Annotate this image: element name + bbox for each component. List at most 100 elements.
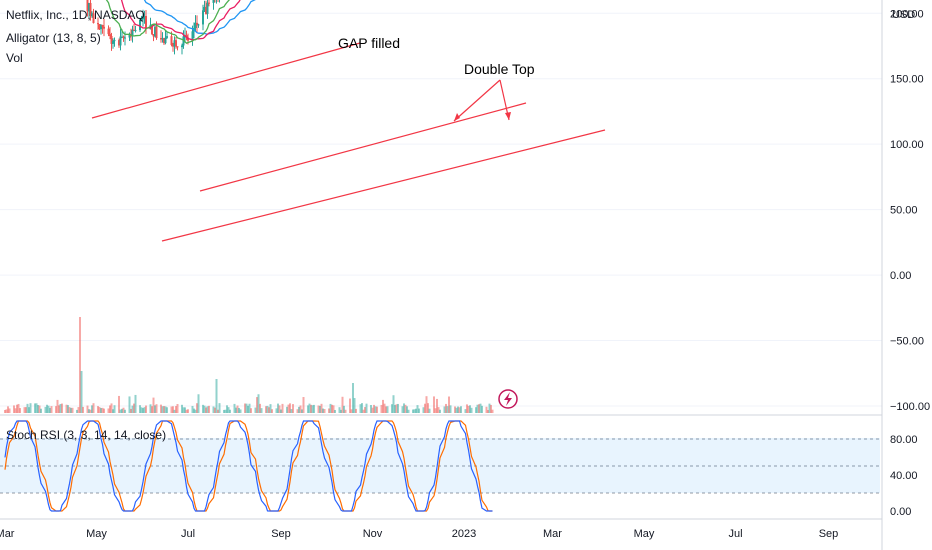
volume-bar bbox=[47, 405, 50, 413]
volume-bar bbox=[349, 398, 351, 413]
candle-body bbox=[112, 41, 114, 44]
time-tick: Jul bbox=[728, 528, 742, 540]
candle-body bbox=[181, 45, 183, 48]
symbol-title[interactable]: Netflix, Inc., 1D, NASDAQ bbox=[6, 8, 145, 22]
volume-bar bbox=[287, 404, 290, 413]
volume-bar bbox=[454, 406, 456, 413]
time-tick: May bbox=[634, 528, 655, 540]
volume-bar bbox=[491, 409, 494, 413]
volume-bar bbox=[185, 409, 188, 413]
volume-bar bbox=[458, 407, 461, 413]
volume-bar bbox=[118, 395, 120, 413]
candle-body bbox=[103, 26, 105, 29]
volume-legend[interactable]: Vol bbox=[6, 51, 23, 65]
lightning-icon[interactable] bbox=[498, 389, 518, 409]
volume-bar bbox=[256, 397, 258, 413]
volume-bar bbox=[70, 407, 72, 413]
volume-bar bbox=[37, 405, 39, 413]
volume-bar bbox=[254, 407, 257, 413]
price-tick: 50.00 bbox=[890, 205, 918, 217]
volume-bar bbox=[19, 408, 21, 413]
volume-bar bbox=[436, 398, 438, 413]
volume-bar bbox=[386, 406, 389, 413]
volume-bar bbox=[286, 406, 288, 413]
volume-bar bbox=[205, 407, 207, 413]
volume-bar bbox=[244, 403, 246, 413]
candle-body bbox=[133, 29, 135, 31]
volume-bar bbox=[353, 398, 356, 413]
volume-bar bbox=[61, 403, 63, 413]
volume-bar bbox=[455, 407, 458, 413]
volume-bar bbox=[175, 406, 177, 413]
candle-body bbox=[119, 36, 122, 46]
candle-body bbox=[203, 6, 206, 11]
time-tick: Sep bbox=[819, 528, 839, 540]
volume-bar bbox=[328, 408, 330, 413]
price-tick: −50.00 bbox=[890, 336, 924, 348]
volume-bar bbox=[88, 409, 90, 413]
candle-body bbox=[164, 37, 167, 44]
volume-bar bbox=[239, 409, 242, 413]
volume-bar bbox=[319, 405, 321, 413]
candle-body bbox=[197, 24, 200, 26]
volume-bar bbox=[467, 405, 470, 413]
volume-bar bbox=[29, 403, 32, 413]
volume-bar bbox=[250, 408, 252, 413]
volume-bar bbox=[296, 409, 299, 413]
volume-bar bbox=[17, 403, 20, 413]
volume-bar bbox=[365, 403, 368, 413]
candle-body bbox=[212, 0, 215, 3]
volume-bar bbox=[281, 403, 284, 413]
volume-bar bbox=[299, 405, 302, 413]
volume-bar bbox=[341, 396, 344, 413]
volume-bar bbox=[164, 406, 167, 413]
volume-bar bbox=[130, 408, 132, 413]
volume-bar bbox=[50, 406, 53, 413]
volume-bar bbox=[16, 404, 18, 413]
time-tick: Sep bbox=[271, 528, 291, 540]
volume-bar bbox=[248, 403, 251, 413]
volume-bar bbox=[292, 404, 294, 413]
volume-bar bbox=[181, 404, 183, 413]
volume-bar bbox=[13, 405, 15, 413]
volume-bar bbox=[14, 408, 17, 413]
volume-bar bbox=[271, 409, 273, 413]
currency-label: USD bbox=[892, 9, 915, 21]
candle-body bbox=[205, 6, 207, 14]
volume-bar bbox=[202, 404, 204, 413]
volume-bar bbox=[161, 406, 164, 413]
volume-bar bbox=[394, 405, 396, 413]
volume-bar bbox=[383, 403, 386, 413]
volume-bar bbox=[79, 317, 81, 413]
volume-bar bbox=[238, 407, 240, 413]
volume-bar bbox=[97, 406, 99, 413]
volume-bar bbox=[124, 409, 126, 413]
volume-bars bbox=[4, 317, 494, 413]
volume-bar bbox=[445, 403, 447, 413]
volume-bar bbox=[290, 409, 293, 413]
double-top-label: Double Top bbox=[464, 61, 535, 77]
candle-body bbox=[109, 34, 111, 37]
volume-bar bbox=[235, 407, 237, 413]
stoch-legend[interactable]: Stoch RSI (3, 3, 14, 14, close) bbox=[6, 428, 167, 442]
candle-body bbox=[173, 40, 176, 47]
volume-bar bbox=[100, 408, 102, 413]
volume-bar bbox=[392, 395, 395, 413]
alligator-legend[interactable]: Alligator (13, 8, 5) bbox=[6, 31, 101, 45]
candle-body bbox=[140, 19, 143, 21]
volume-bar bbox=[268, 407, 270, 413]
volume-bar bbox=[214, 407, 216, 413]
volume-bar bbox=[385, 406, 387, 413]
candle-body bbox=[196, 22, 198, 26]
volume-bar bbox=[298, 406, 300, 413]
volume-bar bbox=[122, 407, 125, 413]
volume-bar bbox=[449, 405, 452, 413]
volume-bar bbox=[176, 403, 179, 413]
volume-bar bbox=[464, 409, 467, 413]
volume-bar bbox=[490, 404, 492, 413]
volume-bar bbox=[149, 404, 152, 413]
candle-body bbox=[151, 24, 153, 35]
candle-body bbox=[121, 36, 123, 38]
volume-bar bbox=[191, 405, 194, 413]
